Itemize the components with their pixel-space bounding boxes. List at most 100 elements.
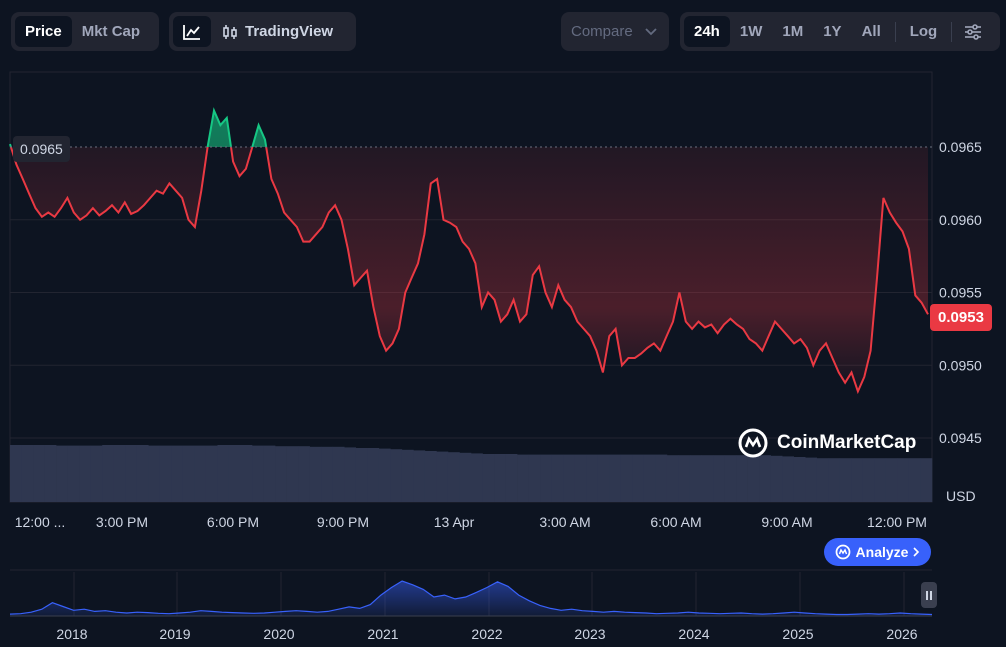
- navigator-tick-label: 2019: [159, 626, 190, 642]
- volume-bar: [240, 445, 253, 502]
- volume-bar: [205, 445, 218, 502]
- volume-bars: [10, 445, 933, 502]
- price-line-down: [9, 147, 929, 395]
- x-axis: 12:00 ... 3:00 PM 6:00 PM 9:00 PM 13 Apr 3:00…: [15, 514, 927, 530]
- volume-bar: [862, 458, 875, 502]
- volume-bar: [436, 451, 449, 502]
- tradingview-button[interactable]: TradingView: [211, 16, 343, 47]
- tab-1w[interactable]: 1W: [739, 23, 763, 40]
- price-area: [9, 107, 929, 395]
- compare-label: Compare: [571, 23, 633, 40]
- volume-bar: [44, 445, 57, 502]
- navigator-pause-button[interactable]: [921, 582, 937, 608]
- navigator-tick-label: 2020: [263, 626, 294, 642]
- volume-bar: [713, 455, 725, 502]
- volume-bar: [885, 458, 898, 502]
- volume-bar: [908, 458, 921, 502]
- volume-bar: [194, 445, 207, 502]
- volume-bar: [494, 454, 506, 502]
- volume-bar: [782, 456, 794, 502]
- volume-bar: [113, 445, 126, 502]
- navigator-series[interactable]: [9, 580, 933, 617]
- watermark-text: CoinMarketCap: [777, 432, 917, 453]
- pause-icon: [926, 590, 932, 600]
- navigator-x-axis: 2018 2019 2020 2021 2022 2023 2024 2025 2026: [56, 626, 917, 642]
- x-tick-label: 6:00 PM: [207, 514, 259, 530]
- divider: [951, 21, 953, 42]
- volume-bar: [632, 454, 645, 502]
- reference-price-tag: 0.0965: [13, 136, 70, 162]
- volume-bar: [563, 454, 576, 502]
- x-tick-label: 12:00 ...: [15, 514, 66, 530]
- analyze-button[interactable]: Analyze: [824, 538, 931, 566]
- volume-bar: [597, 454, 610, 502]
- volume-bar: [67, 445, 80, 502]
- log-toggle[interactable]: Log: [909, 23, 938, 40]
- coinmarketcap-watermark: CoinMarketCap: [737, 427, 916, 459]
- y-tick-label: 0.0945: [939, 430, 982, 446]
- navigator-tick-label: 2025: [782, 626, 813, 642]
- divider: [894, 21, 896, 42]
- volume-bar: [528, 454, 541, 502]
- navigator-tick-label: 2021: [367, 626, 398, 642]
- metric-toggle: Price Mkt Cap: [11, 12, 159, 51]
- price-fill-down: [10, 147, 928, 392]
- navigator-tick-label: 2018: [56, 626, 87, 642]
- navigator-area: [10, 581, 932, 616]
- tab-all[interactable]: All: [861, 23, 881, 40]
- volume-bar: [355, 448, 368, 502]
- volume-bar: [21, 445, 34, 502]
- volume-bar: [401, 449, 414, 502]
- volume-bar: [586, 454, 599, 502]
- volume-bar: [471, 453, 483, 502]
- volume-bar: [897, 458, 910, 502]
- volume-bar: [298, 446, 310, 502]
- volume-bar: [10, 445, 22, 502]
- volume-bar: [148, 445, 161, 502]
- volume-bar: [666, 455, 679, 502]
- volume-bar: [747, 455, 760, 502]
- volume-bar: [701, 455, 714, 502]
- currency-label: USD: [946, 488, 976, 504]
- navigator-line: [9, 580, 933, 616]
- tab-1m[interactable]: 1M: [782, 23, 804, 40]
- volume-bar: [367, 448, 380, 502]
- volume-bar: [171, 445, 184, 502]
- volume-bar: [574, 454, 587, 502]
- settings-button[interactable]: [956, 16, 990, 47]
- volume-bar: [344, 447, 357, 502]
- volume-bar: [252, 445, 264, 502]
- volume-bar: [33, 445, 45, 502]
- volume-bar: [102, 445, 115, 502]
- y-tick-label: 0.0965: [939, 139, 982, 155]
- volume-bar: [689, 455, 702, 502]
- y-tick-label: 0.0950: [939, 357, 982, 373]
- volume-bar: [125, 445, 138, 502]
- volume-bar: [655, 454, 668, 502]
- x-tick-label: 3:00 AM: [539, 514, 590, 530]
- current-price-tag: 0.0953: [930, 304, 992, 331]
- line-chart-button[interactable]: [173, 16, 211, 47]
- volume-bar: [678, 455, 691, 502]
- tab-24h[interactable]: 24h: [684, 16, 730, 47]
- compare-dropdown[interactable]: Compare: [561, 12, 669, 51]
- line-chart-icon: [183, 24, 200, 40]
- x-tick-label: 12:00 PM: [867, 514, 927, 530]
- tab-price[interactable]: Price: [15, 16, 72, 47]
- volume-bar: [275, 446, 287, 502]
- volume-bar: [759, 455, 771, 502]
- x-tick-label: 6:00 AM: [650, 514, 701, 530]
- volume-bar: [378, 448, 391, 502]
- tab-mkt-cap[interactable]: Mkt Cap: [81, 23, 141, 40]
- volume-bar: [609, 454, 622, 502]
- volume-bar: [228, 445, 241, 502]
- candlestick-icon: [223, 24, 237, 39]
- volume-bar: [724, 455, 737, 502]
- tab-1y[interactable]: 1Y: [823, 23, 842, 40]
- volume-bar: [136, 445, 149, 502]
- volume-bar: [540, 454, 552, 502]
- volume-bar: [482, 454, 495, 502]
- volume-bar: [851, 458, 864, 502]
- navigator-tick-label: 2022: [471, 626, 502, 642]
